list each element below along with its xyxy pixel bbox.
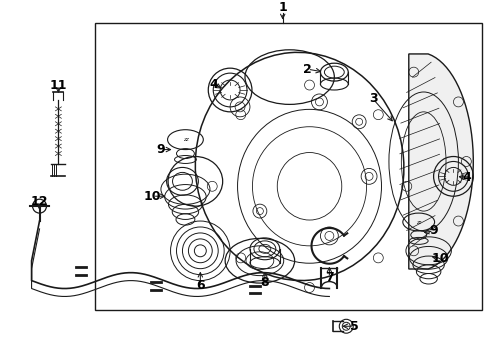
Text: 10: 10 <box>432 252 449 265</box>
Text: 4: 4 <box>462 171 471 184</box>
Text: zz: zz <box>183 137 188 142</box>
Text: 9: 9 <box>156 143 165 156</box>
Text: 10: 10 <box>144 190 161 203</box>
Text: 5: 5 <box>350 320 359 333</box>
Text: 6: 6 <box>196 279 205 292</box>
Text: 12: 12 <box>31 195 49 208</box>
Polygon shape <box>409 54 473 269</box>
Text: 11: 11 <box>49 78 67 91</box>
Bar <box>95 23 482 310</box>
Text: 9: 9 <box>429 224 438 238</box>
Text: 7: 7 <box>325 271 334 284</box>
Text: 2: 2 <box>303 63 312 76</box>
Text: 4: 4 <box>210 77 219 91</box>
Text: 8: 8 <box>261 276 269 289</box>
Text: 3: 3 <box>369 93 377 105</box>
Text: zz: zz <box>416 220 421 225</box>
Text: 1: 1 <box>278 1 287 14</box>
